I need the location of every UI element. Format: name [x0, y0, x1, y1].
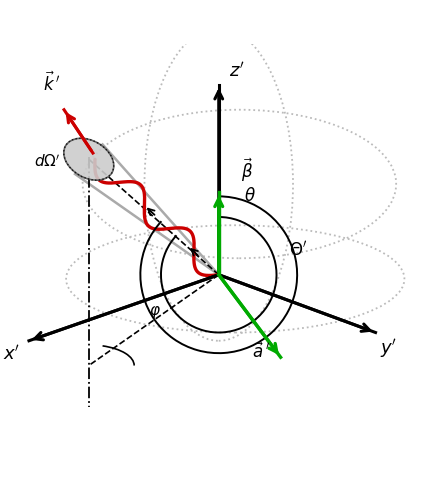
- Text: $d\Omega'$: $d\Omega'$: [34, 153, 60, 170]
- Text: $\varphi$: $\varphi$: [149, 304, 160, 320]
- Text: $\vec{k}\,^{\prime}$: $\vec{k}\,^{\prime}$: [43, 72, 61, 96]
- Ellipse shape: [64, 138, 114, 180]
- Text: $\vec{a}\,'$: $\vec{a}\,'$: [252, 343, 270, 362]
- Text: $y'$: $y'$: [380, 336, 397, 359]
- Text: $z'$: $z'$: [229, 62, 245, 81]
- Text: $\Theta'$: $\Theta'$: [289, 240, 307, 260]
- Text: $\vec{\beta}$: $\vec{\beta}$: [242, 156, 253, 184]
- Text: $\theta$: $\theta$: [243, 188, 256, 206]
- Text: $x'$: $x'$: [3, 345, 21, 364]
